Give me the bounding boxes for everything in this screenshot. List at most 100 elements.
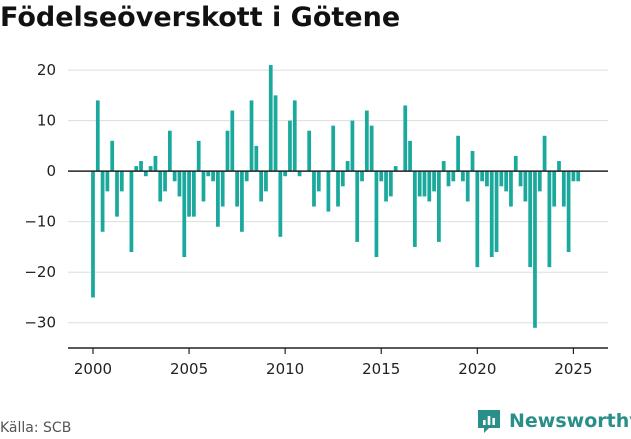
bar [288,120,292,172]
bar [153,156,158,172]
bar [158,171,163,202]
bar [283,171,288,177]
bar [384,171,388,202]
bar [417,171,422,197]
bar [350,120,355,172]
bar [259,171,264,202]
x-tick-label: 2010 [266,360,304,378]
bar [220,171,225,207]
bar [340,171,345,187]
bar [509,171,513,207]
bar [100,171,105,232]
bar [470,150,475,172]
bar [485,171,489,187]
bar [571,171,576,182]
bar [326,171,331,212]
grid-lines [68,69,608,324]
bar [528,171,533,268]
newsworthy-logo[interactable]: Newsworthy [475,406,631,436]
source-note: Källa: SCB [0,420,72,436]
x-tick-label: 2020 [458,360,496,378]
bar [129,171,134,252]
bar [374,171,379,258]
bar [235,171,239,207]
bar [110,140,115,172]
bar [480,171,484,182]
bar [206,171,211,177]
bar [105,171,110,192]
bar [393,166,398,172]
bar [216,171,220,227]
bar [523,171,528,202]
x-tick-label: 2005 [170,360,208,378]
bar [312,171,316,207]
bar [336,171,340,207]
bar [240,171,244,232]
bar [369,125,374,172]
bar [331,125,336,172]
bar [388,171,393,197]
bar [230,110,235,172]
bar [504,171,509,192]
bar [465,171,470,202]
bar [163,171,167,192]
bar [561,171,566,207]
bar [91,171,95,298]
bar [278,171,283,237]
bar [273,95,278,172]
bar [461,171,465,182]
bar [316,171,321,192]
y-tick-label: −30 [24,314,56,332]
bars [91,65,581,328]
bar [355,171,360,242]
bar [249,100,254,172]
bar [143,171,148,177]
bar [441,161,446,172]
bar [422,171,427,197]
bar [533,171,537,328]
bar [139,161,143,172]
x-tick-labels: 2000 2005 2010 2015 2020 2025 [74,360,593,378]
bar [547,171,552,268]
bar [148,166,153,172]
brand-name: Newsworthy [509,410,631,432]
bar [364,110,369,172]
bar [254,145,259,172]
bar [518,171,523,187]
bar [167,130,172,172]
bar [244,171,249,182]
bar [408,140,412,172]
bar [451,171,456,182]
y-tick-label: −20 [24,263,56,281]
bar [552,171,557,207]
bar [494,171,499,252]
bar [403,105,408,172]
bar [427,171,432,202]
bar [172,171,177,182]
bar [187,171,191,217]
bar [537,171,542,192]
bar [211,171,215,182]
bar [225,130,230,172]
bar [437,171,441,242]
bar [576,171,581,182]
bar [379,171,384,182]
bar [115,171,119,217]
bar [95,100,100,172]
bar [307,130,312,172]
y-tick-labels: 20 10 0 −10 −20 −30 [24,61,56,332]
x-tick-label: 2000 [74,360,112,378]
newsworthy-chart-icon [478,410,500,433]
y-tick-label: 20 [37,61,56,79]
y-tick-label: 10 [37,112,56,130]
y-tick-label: −10 [24,213,56,231]
bar [119,171,124,192]
bar [264,171,268,192]
bar [557,161,561,172]
bar [412,171,417,247]
bar [201,171,206,202]
x-tick-label: 2025 [554,360,592,378]
bar [513,156,518,172]
bar [297,171,302,177]
